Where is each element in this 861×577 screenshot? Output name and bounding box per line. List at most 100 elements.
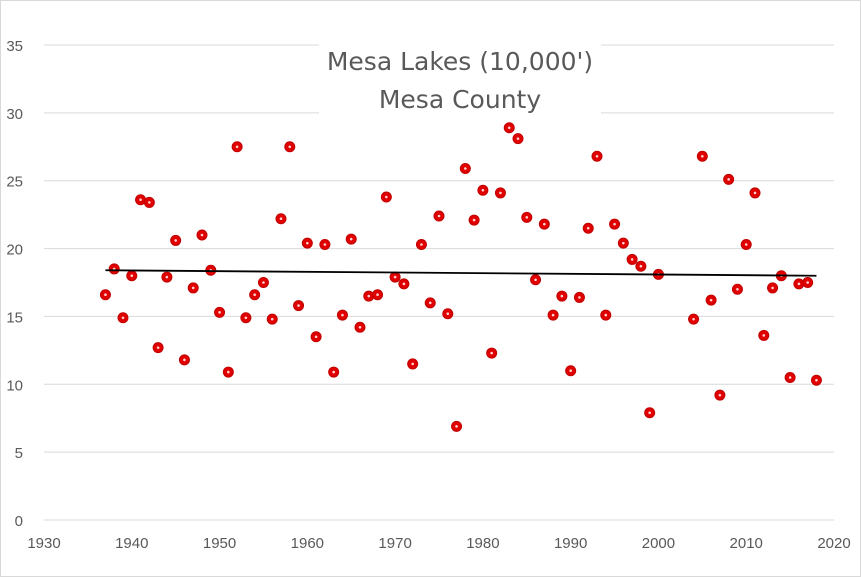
data-point [170,234,182,246]
chart-title-line-1: Mesa Lakes (10,000') [327,47,593,76]
data-point [740,239,752,250]
data-point [187,282,199,294]
data-point-highlight [586,226,590,230]
data-point-highlight [183,358,186,362]
data-point-highlight [560,294,564,298]
data-point [293,300,305,312]
x-tick-label: 1990 [554,535,587,552]
data-point-highlight [244,316,248,320]
x-tick-label: 2010 [730,535,763,552]
x-tick-label: 1960 [291,535,324,552]
data-point [565,365,577,377]
data-point [231,141,243,153]
data-point-highlight [402,282,406,286]
data-point [257,277,269,288]
data-point [319,239,331,250]
data-point [512,133,524,145]
data-point [178,354,190,366]
chart-title-line-2: Mesa County [379,85,541,114]
data-point [731,283,743,295]
data-point [538,218,550,230]
data-point-highlight [490,351,493,355]
data-point [723,173,735,185]
data-point-highlight [630,258,634,261]
data-point-highlight [446,312,450,316]
data-point [415,239,427,250]
data-point-highlight [507,126,511,130]
data-point [240,312,252,324]
data-point-highlight [297,304,300,307]
data-point-highlight [130,274,134,278]
data-point [442,308,454,320]
data-point-highlight [692,317,695,321]
data-point-highlight [788,376,792,379]
data-point-highlight [543,222,546,226]
data-point [275,213,287,225]
data-point [530,274,542,286]
x-tick-label: 1930 [27,535,60,552]
data-point-highlight [376,293,379,297]
data-point [521,211,533,223]
data-point [644,407,656,419]
data-point [688,313,700,325]
data-point-highlight [393,275,397,279]
data-point [749,187,761,199]
data-point-highlight [525,216,529,219]
data-point [459,163,471,174]
data-point [767,282,779,294]
data-point [284,141,296,153]
data-point-highlight [648,411,651,415]
y-tick-label: 15 [6,309,23,326]
data-point-highlight [534,278,537,282]
data-point [609,218,621,230]
data-point [161,271,173,283]
y-tick-label: 5 [15,445,23,462]
data-point-highlight [323,243,327,246]
data-point-highlight [762,334,766,337]
data-point [494,187,506,199]
data-point [556,290,568,302]
data-point-highlight [516,137,520,140]
data-point-highlight [701,154,704,158]
data-point-highlight [551,313,555,317]
data-point-highlight [174,239,177,242]
data-point [626,253,638,265]
data-point-highlight [200,233,204,237]
data-point-highlight [639,264,643,268]
data-point-highlight [472,218,476,222]
data-point [222,366,234,378]
data-point-highlight [358,325,362,329]
chart-title: Mesa Lakes (10,000') Mesa County [319,39,601,119]
data-point [573,291,585,303]
x-tick-label: 1950 [203,535,236,552]
data-point [310,331,322,343]
data-point-highlight [148,201,151,204]
data-point [249,289,261,301]
data-point-highlight [262,281,265,284]
y-tick-label: 20 [6,242,23,259]
data-point [389,271,401,283]
data-point-highlight [235,145,239,149]
data-point [705,294,717,306]
data-point [486,347,498,359]
data-point-highlight [165,275,169,279]
data-point-highlight [139,198,142,202]
data-point [108,263,120,275]
data-point-highlight [569,369,572,373]
x-tick-label: 2000 [642,535,675,552]
trendline [105,269,817,277]
y-tick-label: 30 [6,106,23,123]
data-point-highlight [736,287,739,291]
data-point-highlight [727,178,730,181]
data-point [372,289,384,301]
data-point [143,196,155,208]
data-point [810,374,822,386]
data-point-highlight [288,145,292,149]
x-tick-label: 1970 [378,535,411,552]
data-point [547,309,559,321]
data-point-highlight [613,222,616,226]
x-tick-label: 1980 [466,535,499,552]
data-point-highlight [753,191,757,195]
data-point-highlight [481,188,485,192]
